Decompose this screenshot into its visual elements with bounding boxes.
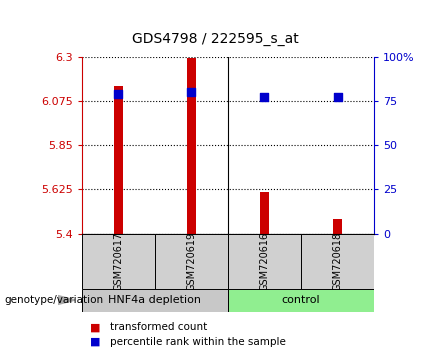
Text: GSM720619: GSM720619	[186, 232, 197, 291]
Text: percentile rank within the sample: percentile rank within the sample	[110, 337, 286, 347]
Point	[188, 89, 195, 95]
Text: transformed count: transformed count	[110, 322, 207, 332]
Text: ■: ■	[90, 322, 101, 332]
Polygon shape	[58, 296, 75, 304]
Point	[334, 95, 341, 100]
Bar	[114, 86, 123, 234]
Bar	[301, 234, 374, 289]
Text: GSM720618: GSM720618	[332, 232, 343, 291]
Bar	[228, 289, 374, 312]
Bar	[187, 58, 196, 234]
Text: HNF4a depletion: HNF4a depletion	[108, 295, 201, 305]
Text: GDS4798 / 222595_s_at: GDS4798 / 222595_s_at	[132, 32, 298, 46]
Text: GSM720616: GSM720616	[259, 232, 270, 291]
Text: GSM720617: GSM720617	[113, 232, 123, 291]
Text: ■: ■	[90, 337, 101, 347]
Bar	[333, 219, 342, 234]
Bar	[82, 289, 228, 312]
Text: genotype/variation: genotype/variation	[4, 295, 104, 305]
Bar	[228, 234, 301, 289]
Bar	[82, 234, 155, 289]
Point	[115, 91, 122, 97]
Bar	[260, 192, 269, 234]
Text: control: control	[282, 295, 320, 305]
Point	[261, 95, 268, 100]
Bar	[155, 234, 228, 289]
